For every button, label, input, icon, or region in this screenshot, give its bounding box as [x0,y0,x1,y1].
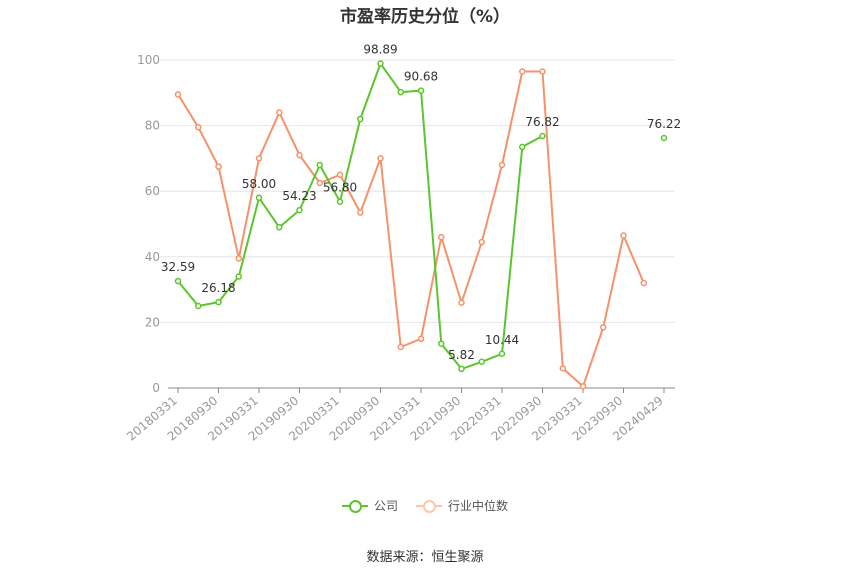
data-point-industry-median[interactable] [438,233,445,241]
y-tick-label: 20 [145,315,160,329]
data-label: 54.23 [282,189,316,203]
data-point-company[interactable] [296,206,303,214]
series-line-industry-median [177,70,645,388]
data-point-industry-median[interactable] [498,161,506,169]
data-source: 数据来源：恒生聚源 [366,550,484,565]
data-point-industry-median[interactable] [620,232,627,239]
data-point-industry-median[interactable] [559,365,566,372]
data-label: 76.22 [647,117,681,131]
data-point-industry-median[interactable] [539,68,546,75]
legend-label-industry-median: 行业中位数 [448,499,509,513]
data-point-industry-median[interactable] [174,91,182,98]
y-tick-label: 0 [152,381,160,395]
y-tick-label: 60 [145,184,160,198]
data-point-industry-median[interactable] [215,163,222,170]
data-label: 98.89 [363,43,397,57]
data-label: 26.18 [201,281,235,295]
y-tick-label: 80 [145,119,160,133]
data-point-industry-median[interactable] [478,238,485,246]
data-label: 5.82 [448,348,475,362]
data-point-company[interactable] [377,60,384,67]
y-tick-label: 40 [145,250,160,264]
data-point-company[interactable] [458,365,465,373]
data-point-company[interactable] [438,340,445,347]
legend-item-industry-median[interactable]: 行业中位数 [416,497,508,514]
data-point-company[interactable] [417,87,425,94]
data-point-industry-median[interactable] [296,151,303,159]
data-point-industry-median[interactable] [377,155,384,162]
data-point-industry-median[interactable] [316,179,323,187]
data-point-industry-median[interactable] [579,383,587,390]
data-point-company[interactable] [478,358,485,366]
data-point-company[interactable] [519,143,526,151]
chart-title: 市盈率历史分位（%） [339,7,511,27]
data-label: 76.82 [525,115,559,129]
data-point-company[interactable] [255,194,263,202]
data-point-company[interactable] [357,115,364,123]
data-label: 58.00 [242,177,276,191]
data-point-company[interactable] [215,298,222,306]
data-point-industry-median[interactable] [336,171,344,179]
data-point-company[interactable] [336,198,344,205]
data-label: 32.59 [161,260,195,274]
data-point-industry-median[interactable] [640,279,647,287]
data-point-industry-median[interactable] [255,155,263,162]
data-label: 90.68 [404,70,438,84]
data-point-company[interactable] [498,350,506,358]
data-point-company[interactable] [539,132,546,140]
data-point-industry-median[interactable] [357,209,364,216]
data-point-company[interactable] [276,224,283,231]
series-line-company [178,64,664,369]
data-point-company[interactable] [195,302,202,310]
y-tick-label: 100 [137,53,160,67]
data-point-company[interactable] [660,134,668,142]
legend: 公司 行业中位数 [0,497,850,514]
data-point-industry-median[interactable] [397,343,404,351]
data-point-industry-median[interactable] [519,68,526,75]
data-point-company[interactable] [174,277,182,285]
data-point-company[interactable] [316,161,323,169]
data-point-company[interactable] [235,273,242,280]
legend-swatch-company [341,498,368,514]
data-label: 56.80 [323,181,357,195]
data-point-industry-median[interactable] [600,324,607,331]
legend-label-company: 公司 [373,499,398,513]
legend-item-company[interactable]: 公司 [341,497,398,514]
data-point-industry-median[interactable] [417,335,425,343]
data-point-industry-median[interactable] [458,299,465,306]
data-point-industry-median[interactable] [235,255,242,262]
data-point-industry-median[interactable] [195,123,202,131]
data-point-company[interactable] [397,88,404,96]
legend-swatch-industry-median [416,498,442,514]
data-point-industry-median[interactable] [276,109,283,116]
data-label: 10.44 [485,333,519,347]
